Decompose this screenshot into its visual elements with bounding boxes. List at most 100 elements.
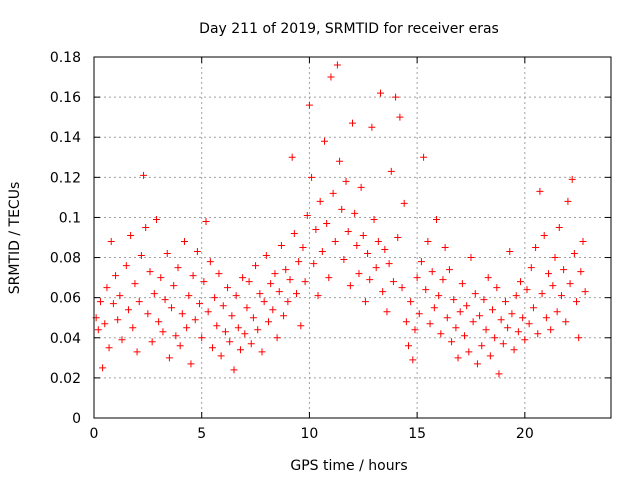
data-point <box>349 119 356 127</box>
data-point <box>172 332 180 340</box>
data-point <box>118 336 126 344</box>
data-point <box>426 320 434 328</box>
data-point <box>236 346 244 354</box>
data-point <box>137 252 145 260</box>
data-point <box>241 330 249 338</box>
data-point <box>303 211 311 219</box>
data-point <box>545 270 553 278</box>
data-point <box>497 316 505 324</box>
data-point <box>152 215 160 223</box>
y-tick-label: 0 <box>72 411 81 427</box>
data-point <box>430 304 438 312</box>
data-point <box>183 324 191 332</box>
data-point <box>109 300 117 308</box>
data-point <box>323 219 331 227</box>
data-point <box>107 238 115 246</box>
data-point <box>135 298 143 306</box>
x-tick-label: 20 <box>516 426 534 442</box>
plot-frame <box>93 56 612 419</box>
data-point <box>417 258 425 266</box>
grid <box>94 57 611 418</box>
data-point <box>157 274 165 282</box>
data-point <box>527 264 535 272</box>
data-point <box>396 113 404 121</box>
data-point <box>150 290 158 298</box>
data-point <box>211 294 219 302</box>
data-point <box>346 282 354 290</box>
data-point <box>277 242 285 250</box>
data-point <box>389 278 397 286</box>
data-point <box>312 225 320 233</box>
data-point <box>553 308 561 316</box>
y-tick-label: 0.06 <box>50 291 81 307</box>
data-point <box>286 276 294 284</box>
data-point <box>189 272 197 280</box>
data-point <box>213 322 221 330</box>
data-points <box>92 61 589 378</box>
data-point <box>191 316 199 324</box>
data-point <box>275 288 283 296</box>
data-point <box>510 346 518 354</box>
data-point <box>433 215 441 223</box>
data-point <box>361 298 369 306</box>
data-point <box>467 254 475 262</box>
data-point <box>463 302 471 310</box>
x-axis-label: GPS time / hours <box>290 458 407 474</box>
data-point <box>316 197 324 205</box>
data-point <box>551 254 559 262</box>
data-point <box>170 282 178 290</box>
data-point <box>519 314 527 322</box>
data-point <box>243 304 251 312</box>
x-tick-label: 10 <box>301 426 319 442</box>
data-point <box>290 229 298 237</box>
data-point <box>196 300 204 308</box>
data-point <box>129 324 137 332</box>
data-point <box>340 256 348 264</box>
data-point <box>232 292 240 300</box>
data-point <box>299 244 307 252</box>
data-point <box>99 364 107 372</box>
x-tick-label: 0 <box>90 426 99 442</box>
data-point <box>486 352 494 360</box>
data-point <box>532 244 540 252</box>
data-point <box>288 153 296 161</box>
data-point <box>256 290 264 298</box>
data-point <box>370 215 378 223</box>
data-point <box>547 326 555 334</box>
data-point <box>103 284 111 292</box>
data-point <box>329 189 337 197</box>
data-point <box>105 344 113 352</box>
x-tick-label: 15 <box>408 426 426 442</box>
data-point <box>344 227 352 235</box>
data-point <box>411 326 419 334</box>
data-point <box>295 258 303 266</box>
data-point <box>435 292 443 300</box>
data-point <box>325 274 333 282</box>
y-tick-label: 0.02 <box>50 371 81 387</box>
data-point <box>570 250 578 258</box>
data-point <box>318 248 326 256</box>
data-point <box>198 334 206 342</box>
data-point <box>428 268 436 276</box>
data-point <box>405 342 413 350</box>
data-point <box>122 262 130 270</box>
data-point <box>407 298 415 306</box>
data-point <box>178 310 186 318</box>
data-point <box>116 292 124 300</box>
data-point <box>454 354 462 362</box>
data-point <box>489 306 497 314</box>
data-point <box>413 274 421 282</box>
data-point <box>480 296 488 304</box>
data-point <box>491 334 499 342</box>
data-point <box>534 330 542 338</box>
y-tick-label: 0.04 <box>50 331 81 347</box>
data-point <box>372 264 380 272</box>
data-point <box>461 332 469 340</box>
data-point <box>437 330 445 338</box>
data-point <box>499 340 507 348</box>
data-point <box>493 284 501 292</box>
data-point <box>379 288 387 296</box>
data-point <box>549 282 557 290</box>
data-point <box>415 310 423 318</box>
